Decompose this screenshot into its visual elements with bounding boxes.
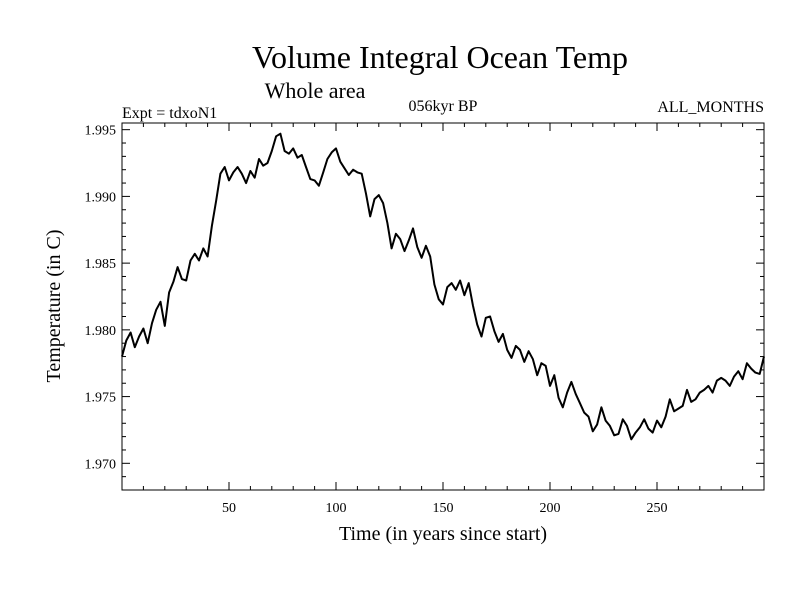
x-tick-label: 250: [647, 501, 668, 516]
y-axis-label: Temperature (in C): [43, 230, 65, 383]
period-label: 056kyr BP: [409, 98, 478, 115]
y-tick-label: 1.975: [85, 391, 117, 406]
chart-subtitle: Whole area: [265, 78, 366, 103]
y-axis-ticks: 1.970 1.975 1.980 1.985 1.990 1.995: [85, 124, 764, 491]
chart-title: Volume Integral Ocean Temp: [252, 39, 628, 75]
y-tick-label: 1.990: [85, 190, 117, 205]
y-tick-label: 1.995: [85, 124, 117, 139]
x-tick-label: 200: [540, 501, 561, 516]
months-label: ALL_MONTHS: [657, 99, 764, 116]
y-tick-label: 1.985: [85, 257, 117, 272]
experiment-label: Expt = tdxoN1: [122, 105, 217, 122]
x-tick-label: 100: [326, 501, 347, 516]
y-tick-label: 1.970: [85, 457, 117, 472]
y-tick-label: 1.980: [85, 324, 117, 339]
x-axis-label: Time (in years since start): [339, 523, 547, 545]
x-axis-ticks: 50 100 150 200 250: [142, 123, 744, 516]
x-tick-label: 50: [222, 501, 236, 516]
x-tick-label: 150: [433, 501, 454, 516]
series-line: [121, 132, 765, 441]
